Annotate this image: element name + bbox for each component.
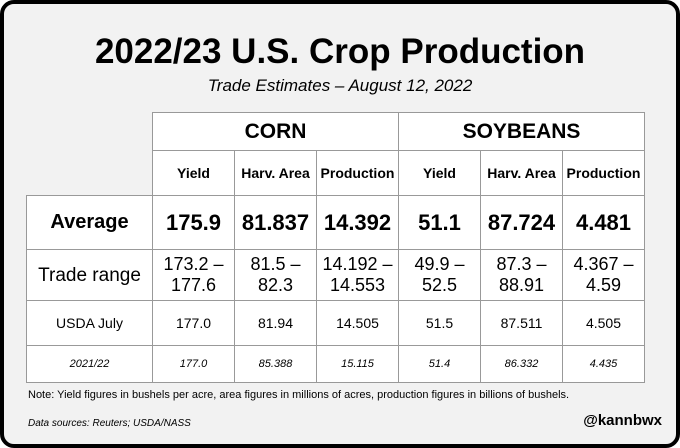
cell-prev-corn-yield: 177.0 <box>152 345 235 383</box>
col-header-soy-area: Harv. Area <box>480 150 563 196</box>
cell-average-soy-yield: 51.1 <box>398 195 481 250</box>
row-label-trade-range: Trade range <box>26 249 153 301</box>
cell-range-soy-area: 87.3 – 88.91 <box>480 249 563 301</box>
author-handle: @kannbwx <box>583 412 662 429</box>
cell-usda-corn-yield: 177.0 <box>152 300 235 346</box>
column-header-row: Yield Harv. Area Production Yield Harv. … <box>27 150 645 196</box>
cell-usda-soy-yield: 51.5 <box>398 300 481 346</box>
data-sources: Data sources: Reuters; USDA/NASS <box>28 418 191 429</box>
cell-average-corn-area: 81.837 <box>234 195 317 250</box>
col-header-corn-production: Production <box>316 150 399 196</box>
group-header-corn: CORN <box>152 112 399 151</box>
col-header-soy-yield: Yield <box>398 150 481 196</box>
cell-range-corn-yield: 173.2 – 177.6 <box>152 249 235 301</box>
cell-range-soy-yield: 49.9 – 52.5 <box>398 249 481 301</box>
cell-range-corn-production: 14.192 – 14.553 <box>316 249 399 301</box>
col-header-corn-area: Harv. Area <box>234 150 317 196</box>
table-row-trade-range: Trade range 173.2 – 177.6 81.5 – 82.3 14… <box>26 249 645 301</box>
cell-prev-soy-production: 4.435 <box>562 345 645 383</box>
footnote: Note: Yield figures in bushels per acre,… <box>28 389 570 401</box>
table-row-average: Average 175.9 81.837 14.392 51.1 87.724 … <box>26 195 645 250</box>
table-row-usda-july: USDA July 177.0 81.94 14.505 51.5 87.511… <box>26 300 645 346</box>
chart-title: 2022/23 U.S. Crop Production <box>94 32 586 71</box>
cell-usda-soy-production: 4.505 <box>562 300 645 346</box>
table-corner-lower <box>27 151 153 196</box>
col-header-corn-yield: Yield <box>152 150 235 196</box>
cell-average-soy-area: 87.724 <box>480 195 563 250</box>
cell-prev-soy-area: 86.332 <box>480 345 563 383</box>
cell-average-corn-production: 14.392 <box>316 195 399 250</box>
cell-usda-soy-area: 87.511 <box>480 300 563 346</box>
table-corner <box>27 113 153 151</box>
cell-prev-soy-yield: 51.4 <box>398 345 481 383</box>
group-header-soybeans: SOYBEANS <box>398 112 645 151</box>
cell-prev-corn-area: 85.388 <box>234 345 317 383</box>
cell-range-corn-area: 81.5 – 82.3 <box>234 249 317 301</box>
cell-prev-corn-production: 15.115 <box>316 345 399 383</box>
table-row-2021-22: 2021/22 177.0 85.388 15.115 51.4 86.332 … <box>26 345 645 383</box>
crop-table: CORN SOYBEANS Yield Harv. Area Productio… <box>26 112 645 383</box>
cell-usda-corn-production: 14.505 <box>316 300 399 346</box>
row-label-2021-22: 2021/22 <box>26 345 153 383</box>
cell-average-soy-production: 4.481 <box>562 195 645 250</box>
cell-range-soy-production: 4.367 – 4.59 <box>562 249 645 301</box>
row-label-average: Average <box>26 195 153 250</box>
col-header-soy-production: Production <box>562 150 645 196</box>
group-header-row: CORN SOYBEANS <box>27 112 645 151</box>
row-label-usda-july: USDA July <box>26 300 153 346</box>
cell-usda-corn-area: 81.94 <box>234 300 317 346</box>
cell-average-corn-yield: 175.9 <box>152 195 235 250</box>
chart-subtitle: Trade Estimates – August 12, 2022 <box>207 76 473 95</box>
